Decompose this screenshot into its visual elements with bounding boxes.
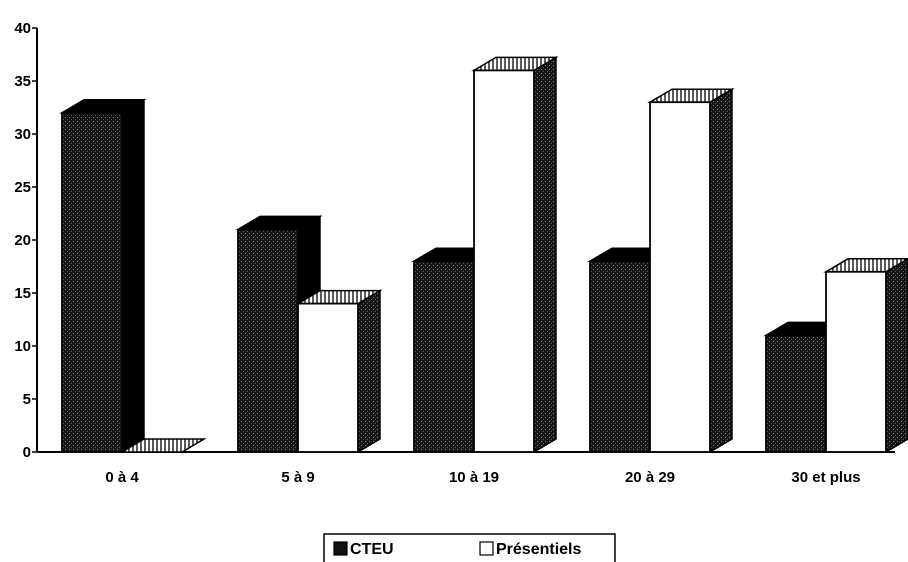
bar-presentiels-1 [295, 289, 383, 454]
x-tick-label: 5 à 9 [281, 469, 314, 486]
bar-front [237, 228, 299, 453]
legend-swatch-cteu [333, 541, 348, 556]
bar-top [119, 438, 207, 453]
x-tick-label: 20 à 29 [625, 469, 675, 486]
legend-box [323, 533, 616, 562]
x-tick-label: 10 à 19 [449, 469, 499, 486]
bar-presentiels-4 [823, 257, 908, 454]
y-tick-label: 10 [14, 338, 31, 355]
legend-label-cteu: CTEU [350, 541, 394, 558]
bar-side [533, 56, 557, 454]
legend: CTEU Présentiels [323, 533, 616, 562]
bar-front [825, 270, 887, 453]
y-tick-label: 35 [14, 73, 31, 90]
bar-front [765, 334, 827, 453]
y-tick-label: 15 [14, 285, 31, 302]
legend-label-presentiels: Présentiels [496, 541, 581, 558]
y-tick-label: 20 [14, 232, 31, 249]
bar-presentiels-2 [471, 56, 559, 454]
bar-front [297, 302, 359, 453]
y-tick-label: 30 [14, 126, 31, 143]
y-tick-label: 40 [14, 20, 31, 37]
bar-side [357, 289, 381, 454]
bar-side [709, 87, 733, 454]
bar-front [413, 260, 475, 453]
x-axis-labels: 0 à 4 5 à 9 10 à 19 20 à 29 30 et plus [105, 469, 860, 486]
bar-front [61, 111, 123, 453]
y-tick-label: 25 [14, 179, 31, 196]
y-tick-label: 5 [23, 391, 31, 408]
x-tick-label: 0 à 4 [105, 469, 139, 486]
y-tick-label: 0 [23, 444, 31, 461]
bar-presentiels-0 [119, 438, 207, 453]
bar-front [649, 101, 711, 453]
bar-front [589, 260, 651, 453]
bar-presentiels-3 [647, 87, 735, 454]
legend-swatch-presentiels [479, 541, 494, 556]
bar-front [473, 69, 535, 453]
bars-group [59, 56, 908, 454]
bar-cteu-0 [59, 98, 147, 454]
bar-side [121, 98, 145, 454]
x-tick-label: 30 et plus [791, 469, 860, 486]
bar-side [885, 257, 908, 454]
